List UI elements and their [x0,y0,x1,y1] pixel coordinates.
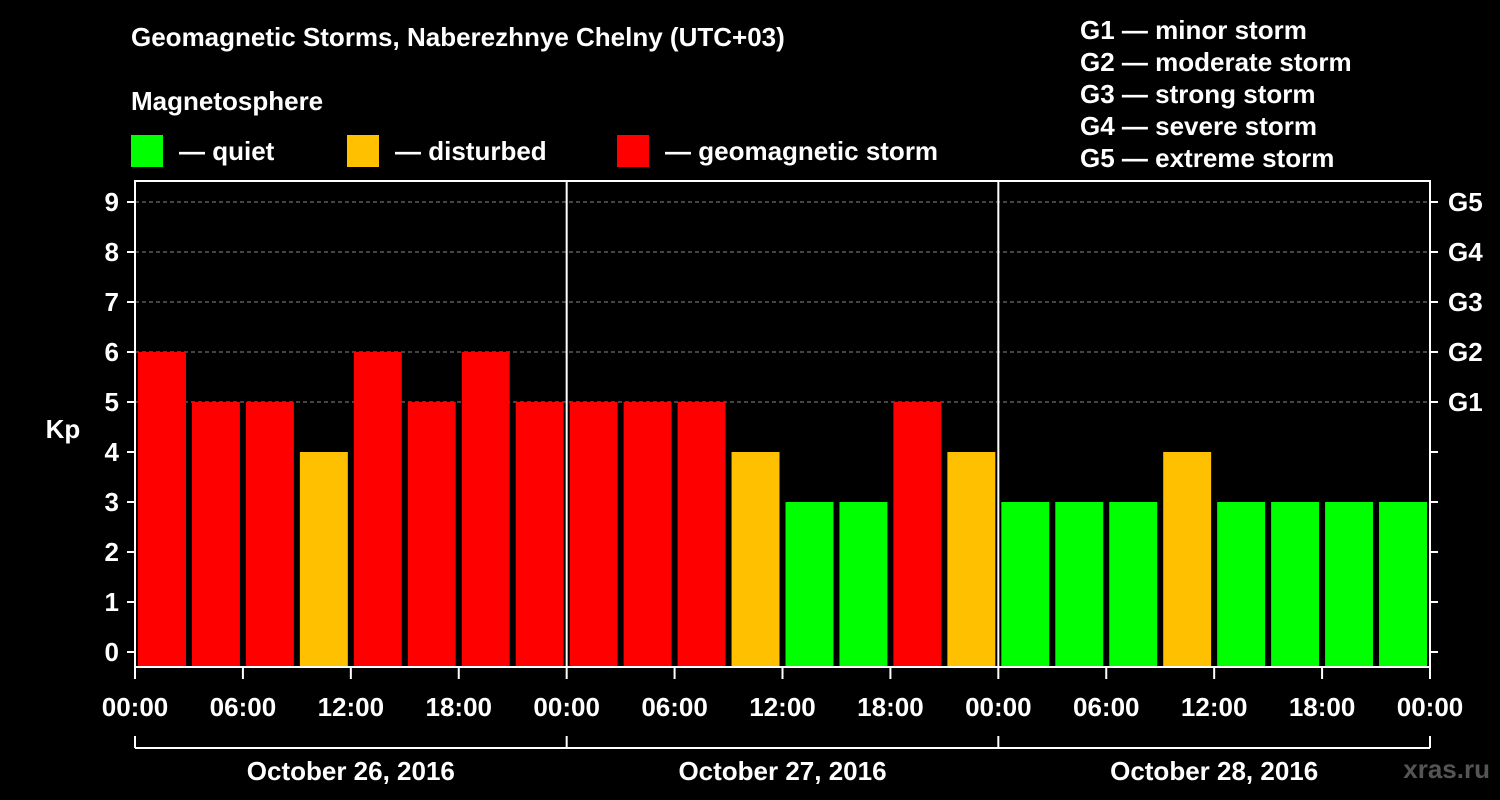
bar-16 [1001,502,1050,667]
y-tick-label-0: 0 [105,637,119,667]
bar-7 [515,402,564,667]
bar-23 [1379,502,1427,667]
legend-swatch-quiet [131,135,163,167]
legend-label-quiet: — quiet [179,135,275,166]
y-tick-label-3: 3 [105,487,119,517]
bar-21 [1271,502,1320,667]
day-label-1: October 27, 2016 [678,756,886,786]
bar-12 [785,502,834,667]
g-axis-label-g1: G1 [1448,387,1483,417]
legend-storm: — geomagnetic storm [617,134,938,168]
x-tick-label-10: 12:00 [1181,692,1248,722]
legend-swatch-storm [617,135,649,167]
bar-10 [677,402,726,667]
chart-subtitle: Magnetosphere [131,86,324,116]
day-label-2: October 28, 2016 [1110,756,1318,786]
x-tick-label-8: 00:00 [965,692,1032,722]
y-tick-label-8: 8 [105,237,119,267]
bar-19 [1163,452,1212,667]
x-tick-label-5: 06:00 [641,692,708,722]
y-axis-label: Kp [46,414,81,444]
g-legend-g5: G5 — extreme storm [1080,143,1335,173]
legend-label-storm: — geomagnetic storm [665,135,939,166]
g-axis-label-g5: G5 [1448,187,1483,217]
bar-6 [461,352,510,667]
bar-3 [299,452,348,667]
watermark: xras.ru [1403,754,1490,784]
g-axis-label-g4: G4 [1448,237,1483,267]
bar-14 [893,402,942,667]
bar-15 [947,452,996,667]
chart-title: Geomagnetic Storms, Naberezhnye Chelny (… [131,22,785,52]
bar-20 [1217,502,1266,667]
g-legend-g2: G2 — moderate storm [1080,47,1352,77]
x-tick-label-9: 06:00 [1073,692,1140,722]
x-tick-label-4: 00:00 [533,692,600,722]
legend-quiet: — quiet [131,134,274,168]
y-tick-label-7: 7 [105,287,119,317]
bar-5 [407,402,456,667]
y-tick-label-4: 4 [105,437,120,467]
bar-0 [138,352,186,667]
bar-9 [623,402,672,667]
x-tick-label-12: 00:00 [1397,692,1464,722]
bar-4 [353,352,402,667]
y-tick-label-9: 9 [105,187,119,217]
g-legend-g3: G3 — strong storm [1080,79,1316,109]
bar-13 [839,502,888,667]
legend-label-disturbed: — disturbed [395,135,547,166]
bar-17 [1055,502,1104,667]
day-label-0: October 26, 2016 [247,756,455,786]
x-tick-label-7: 18:00 [857,692,924,722]
x-tick-label-6: 12:00 [749,692,816,722]
legend-disturbed: — disturbed [347,134,547,168]
bar-1 [191,402,240,667]
bar-18 [1109,502,1158,667]
bar-11 [731,452,780,667]
bar-2 [245,402,294,667]
x-tick-label-11: 18:00 [1289,692,1356,722]
x-tick-label-0: 00:00 [102,692,169,722]
x-tick-label-1: 06:00 [210,692,277,722]
g-axis-label-g2: G2 [1448,337,1483,367]
y-tick-label-6: 6 [105,337,119,367]
bar-22 [1325,502,1374,667]
g-legend-g1: G1 — minor storm [1080,15,1307,45]
x-tick-label-2: 12:00 [318,692,385,722]
y-tick-label-5: 5 [105,387,119,417]
x-tick-label-3: 18:00 [426,692,493,722]
g-legend-g4: G4 — severe storm [1080,111,1318,141]
y-tick-label-1: 1 [105,587,119,617]
bar-8 [569,402,618,667]
y-tick-label-2: 2 [105,537,119,567]
g-axis-label-g3: G3 [1448,287,1483,317]
legend-swatch-disturbed [347,135,379,167]
